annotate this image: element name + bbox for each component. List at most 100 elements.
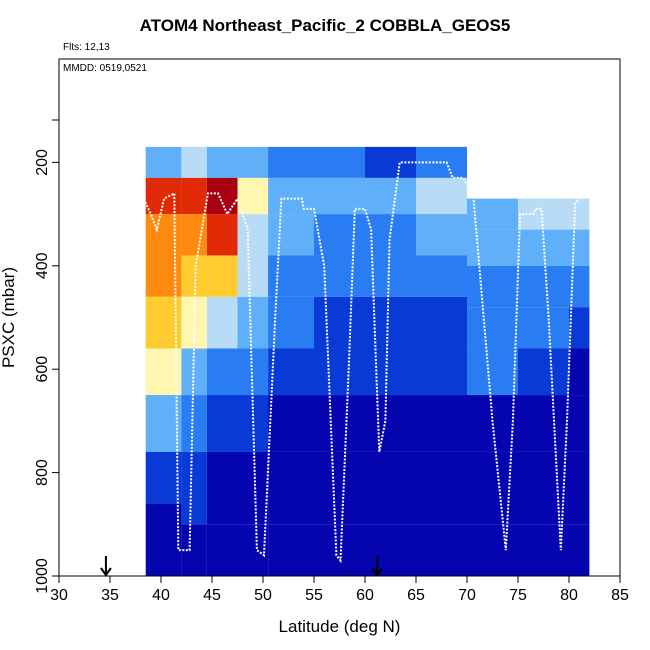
chart-title: ATOM4 Northeast_Pacific_2 COBBLA_GEOS5 xyxy=(139,16,511,35)
heatmap-cell xyxy=(518,395,569,452)
x-tick-label: 85 xyxy=(611,587,629,604)
heatmap-cell xyxy=(181,395,207,452)
heatmap-cell xyxy=(314,177,365,215)
x-tick-label: 70 xyxy=(458,587,476,604)
heatmap-cell xyxy=(206,296,238,349)
heatmap-cell xyxy=(145,503,182,576)
heatmap-cell xyxy=(314,524,365,576)
heatmap-cell xyxy=(569,307,590,349)
x-tick-label: 60 xyxy=(356,587,374,604)
heatmap-cell xyxy=(314,146,365,178)
x-tick-label: 55 xyxy=(305,587,323,604)
heatmap-cell xyxy=(237,524,269,576)
x-tick-label: 40 xyxy=(152,587,170,604)
heatmap-cell xyxy=(518,265,569,308)
x-tick-label: 50 xyxy=(254,587,272,604)
heatmap-cell xyxy=(416,395,467,452)
date-annotation: MMDD: 0519,0521 xyxy=(63,63,147,74)
heatmap-cell xyxy=(268,348,314,396)
x-axis-label: Latitude (deg N) xyxy=(279,617,401,636)
heatmap-cells xyxy=(145,146,590,576)
heatmap-cell xyxy=(237,255,269,297)
heatmap-cell xyxy=(206,348,238,396)
heatmap-cell xyxy=(268,524,314,576)
marker-arrow xyxy=(100,556,112,577)
heatmap-cell xyxy=(518,307,569,349)
x-tick-label: 75 xyxy=(509,587,527,604)
heatmap-cell xyxy=(518,348,569,396)
heatmap-cell xyxy=(365,146,416,178)
heatmap-cell xyxy=(365,177,416,215)
heatmap-cell xyxy=(237,146,269,178)
y-tick-label: 600 xyxy=(34,356,51,383)
axes-group: 30 35 40 45 50 55 60 65 70 75 80 85 200 400 600 800 1000… xyxy=(0,119,629,636)
heatmap-cell xyxy=(181,524,207,576)
x-tick-label: 30 xyxy=(50,587,68,604)
x-tick-label: 80 xyxy=(560,587,578,604)
y-tick-label: 800 xyxy=(34,459,51,486)
flight-track-group xyxy=(100,161,580,577)
heatmap-cell xyxy=(569,395,590,452)
heatmap-cell xyxy=(416,255,467,297)
heatmap-cell xyxy=(365,395,416,452)
heatmap-cell xyxy=(268,451,314,525)
heatmap-cell xyxy=(569,265,590,308)
heatmap-cell xyxy=(314,395,365,452)
heatmap-cell xyxy=(314,296,365,349)
plot-frame xyxy=(58,58,621,577)
heatmap-cell xyxy=(416,177,467,215)
y-tick-label: 200 xyxy=(34,149,51,176)
heatmap-cell xyxy=(467,348,518,396)
heatmap-cell xyxy=(416,214,467,256)
heatmap-cell xyxy=(237,296,269,349)
heatmap-cell xyxy=(206,395,238,452)
y-axis-label: PSXC (mbar) xyxy=(0,267,18,368)
heatmap-cell xyxy=(145,146,182,178)
heatmap-cell xyxy=(365,214,416,256)
heatmap-cell xyxy=(314,214,365,256)
heatmap-cell xyxy=(467,524,518,576)
heatmap-cell xyxy=(569,198,590,230)
heatmap-cell xyxy=(467,198,518,230)
heatmap-cell xyxy=(237,348,269,396)
heatmap-cell xyxy=(467,307,518,349)
heatmap-cell xyxy=(569,451,590,525)
heatmap-cell xyxy=(467,229,518,266)
heatmap-cell xyxy=(416,524,467,576)
heatmap-cell xyxy=(145,296,182,349)
heatmap-cell xyxy=(145,177,182,215)
heatmap-cell xyxy=(181,255,207,297)
heatmap-cell xyxy=(206,255,238,297)
heatmap-cell xyxy=(314,255,365,297)
marker-arrow xyxy=(371,556,384,577)
heatmap-cell xyxy=(268,255,314,297)
heatmap-cell xyxy=(237,451,269,525)
heatmap-cell xyxy=(518,451,569,525)
heatmap-cell xyxy=(237,177,269,215)
heatmap-cell xyxy=(181,177,207,215)
heatmap-cell xyxy=(181,146,207,178)
heatmap-cell xyxy=(145,451,182,504)
heatmap-cell xyxy=(416,146,467,178)
flights-note: Flts: 12,13 xyxy=(63,42,110,53)
heatmap-cell xyxy=(268,214,314,256)
heatmap-cell xyxy=(268,296,314,349)
heatmap-cell xyxy=(314,348,365,396)
heatmap-cell xyxy=(416,451,467,525)
heatmap-cell xyxy=(237,214,269,256)
y-tick-label: 1000 xyxy=(34,558,51,594)
heatmap-cell xyxy=(268,395,314,452)
heatmap-cell xyxy=(206,451,238,525)
heatmap-cell xyxy=(181,451,207,525)
heatmap-cell xyxy=(416,296,467,349)
heatmap-cell xyxy=(365,524,416,576)
heatmap-cell xyxy=(314,451,365,525)
heatmap-cell xyxy=(569,348,590,396)
heatmap-cell xyxy=(268,146,314,178)
heatmap-cell xyxy=(365,348,416,396)
heatmap-cell xyxy=(206,524,238,576)
x-tick-label: 45 xyxy=(203,587,221,604)
y-tick-label: 400 xyxy=(34,252,51,279)
